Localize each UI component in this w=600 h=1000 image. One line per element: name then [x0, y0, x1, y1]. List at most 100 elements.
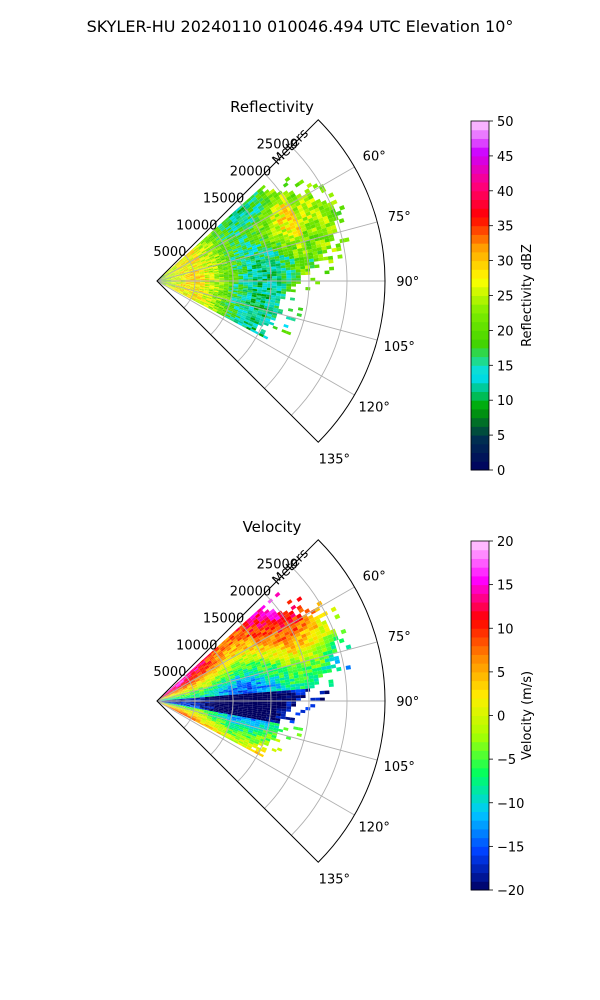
data-cell	[208, 235, 214, 240]
data-cell	[204, 245, 209, 249]
data-cell	[209, 691, 214, 694]
data-cell	[272, 652, 278, 657]
colorbar-segment	[471, 443, 489, 454]
data-cell	[194, 289, 200, 292]
data-cell	[296, 312, 302, 317]
data-cell	[224, 674, 230, 678]
data-cell	[199, 284, 205, 286]
data-cell	[185, 277, 191, 279]
data-cell	[259, 674, 265, 678]
data-cell	[243, 704, 249, 707]
data-cell	[234, 675, 240, 679]
data-cell	[231, 731, 237, 736]
data-cell	[255, 679, 261, 683]
data-cell	[264, 206, 271, 212]
data-cell	[274, 195, 281, 201]
data-cell	[304, 188, 311, 194]
data-cell	[190, 274, 195, 277]
data-cell	[262, 701, 268, 704]
data-cell	[178, 687, 183, 691]
data-cell	[189, 707, 195, 709]
data-cell	[200, 247, 205, 252]
data-cell	[293, 254, 299, 259]
data-cell	[228, 221, 234, 226]
data-cell	[277, 249, 284, 254]
data-cell	[238, 237, 244, 242]
data-cell	[196, 243, 202, 248]
data-cell	[175, 704, 181, 706]
data-cell	[295, 266, 301, 270]
data-cell	[239, 661, 246, 665]
data-cell	[164, 692, 169, 696]
data-cell	[291, 615, 298, 622]
data-cell	[230, 301, 236, 304]
data-cell	[234, 221, 240, 226]
data-cell	[275, 635, 282, 641]
data-cell	[260, 208, 266, 214]
data-cell	[166, 283, 171, 286]
data-cell	[197, 715, 203, 719]
data-cell	[214, 286, 220, 289]
data-cell	[199, 288, 205, 291]
data-cell	[186, 672, 191, 677]
data-cell	[237, 714, 243, 717]
data-cell	[296, 215, 303, 221]
data-cell	[201, 719, 206, 722]
data-cell	[311, 647, 318, 652]
data-cell	[259, 330, 266, 336]
data-cell	[205, 259, 211, 263]
data-cell	[193, 247, 199, 252]
data-cell	[291, 703, 297, 707]
data-cell	[202, 263, 207, 266]
data-cell	[180, 704, 186, 706]
data-cell	[183, 677, 188, 682]
data-cell	[212, 250, 218, 254]
data-cell	[320, 644, 327, 650]
data-cell	[184, 679, 190, 683]
data-cell	[245, 737, 251, 741]
data-cell	[268, 321, 275, 326]
data-cell	[299, 259, 305, 264]
data-cell	[285, 684, 291, 688]
data-cell	[175, 696, 181, 698]
data-cell	[261, 220, 268, 225]
data-cell	[183, 711, 189, 714]
data-cell	[197, 295, 203, 299]
data-cell	[254, 303, 260, 307]
data-cell	[300, 644, 306, 649]
data-cell	[204, 665, 209, 669]
colorbar-segment	[471, 426, 489, 436]
data-cell	[269, 616, 275, 622]
data-cell	[184, 289, 190, 292]
data-cell	[180, 696, 186, 698]
data-cell	[190, 250, 195, 255]
colorbar-segment	[471, 794, 489, 804]
data-cell	[248, 628, 254, 634]
data-cell	[311, 664, 317, 670]
data-cell	[192, 264, 198, 268]
data-cell	[243, 657, 249, 662]
data-cell	[261, 683, 267, 687]
data-cell	[224, 724, 230, 728]
data-cell	[265, 611, 272, 617]
data-cell	[321, 647, 328, 653]
data-cell	[237, 655, 243, 660]
data-cell	[200, 300, 205, 304]
data-cell	[239, 255, 245, 259]
data-cell	[170, 285, 176, 287]
data-cell	[189, 249, 194, 254]
data-cell	[166, 702, 172, 704]
data-cell	[261, 685, 267, 689]
data-cell	[243, 672, 250, 676]
data-cell	[196, 717, 202, 720]
data-cell	[214, 304, 220, 308]
data-cell	[281, 267, 287, 271]
data-cell	[230, 256, 236, 260]
data-cell	[276, 230, 283, 235]
data-cell	[269, 256, 275, 261]
data-cell	[269, 238, 276, 243]
data-cell	[256, 261, 262, 265]
data-cell	[245, 231, 252, 236]
data-cell	[166, 284, 171, 286]
data-cell	[168, 269, 173, 273]
